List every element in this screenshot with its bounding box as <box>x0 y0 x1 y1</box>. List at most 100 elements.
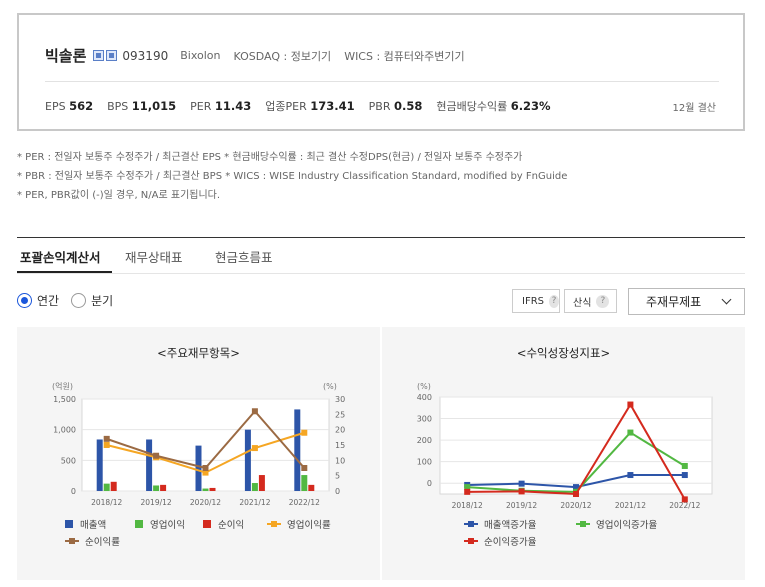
indicator-pbr: PBR 0.58 <box>368 99 423 113</box>
y-axis-unit: (%) <box>417 382 431 391</box>
growth-indicators-legend: 매출액증가율 영업이익증가율 순이익증가율 <box>464 517 744 557</box>
point-순이익률 <box>202 465 209 471</box>
indicator-bps: BPS 11,015 <box>107 99 177 113</box>
stock-code: 093190 <box>122 48 169 63</box>
y-tick-label: 0 <box>427 479 432 488</box>
legend-item: 영업이익증가율 <box>576 517 657 531</box>
company-info-icon[interactable] <box>93 50 105 61</box>
bar-순이익 <box>209 487 216 491</box>
radio-quarterly[interactable] <box>71 293 87 308</box>
statement-type-select[interactable]: 주재무제표 <box>628 288 745 315</box>
right-tick-label: 5 <box>335 472 340 481</box>
bar-매출액 <box>195 445 202 491</box>
point-매출액증가율 <box>573 484 579 491</box>
left-tick-label: 1,500 <box>53 395 76 404</box>
point-순이익증가율 <box>627 401 634 408</box>
legend-item: 매출액 <box>65 517 106 531</box>
x-tick-label: 2022/12 <box>289 498 320 507</box>
indicator-per: PER 11.43 <box>190 99 252 113</box>
legend-label: 순이익증가율 <box>484 537 537 548</box>
ifrs-help-icon[interactable]: ? <box>549 294 559 308</box>
left-tick-label: 1,000 <box>53 426 76 435</box>
tab-balance-sheet[interactable]: 재무상태표 <box>125 250 183 265</box>
radio-quarterly-label[interactable]: 분기 <box>91 294 114 308</box>
settlement-month: 12월 결산 <box>672 103 716 114</box>
company-name: 빅솔론 <box>45 47 87 65</box>
left-axis-unit: (억원) <box>52 381 73 391</box>
x-tick-label: 2018/12 <box>91 498 122 507</box>
formula-label: 산식 <box>573 297 592 309</box>
point-순이익률 <box>153 452 160 459</box>
point-매출액증가율 <box>518 480 525 487</box>
point-영업이익증가율 <box>681 462 688 469</box>
statement-type-value: 주재무제표 <box>646 295 702 309</box>
tab-income-statement[interactable]: 포괄손익계산서 <box>20 250 101 265</box>
y-tick-label: 300 <box>417 415 432 424</box>
company-report-icon[interactable] <box>106 50 118 61</box>
bar-매출액 <box>244 429 251 491</box>
tabs-bottom-border <box>17 273 745 274</box>
indicator-sector-per: 업종PER 173.41 <box>265 99 355 113</box>
main-financials-title: <주요재무항목> <box>157 346 240 360</box>
right-tick-label: 10 <box>335 456 345 465</box>
point-영업이익률 <box>301 429 308 436</box>
point-영업이익증가율 <box>464 484 471 491</box>
bar-영업이익 <box>251 483 258 491</box>
legend-swatch <box>464 538 478 544</box>
card-divider <box>45 81 719 82</box>
y-tick-label: 200 <box>417 436 432 445</box>
radio-annual-label[interactable]: 연간 <box>37 294 60 308</box>
legend-swatch <box>267 521 281 527</box>
legend-item: 순이익 <box>203 517 244 531</box>
period-radio-group: 연간 분기 <box>17 292 125 309</box>
legend-swatch <box>65 520 73 528</box>
right-tick-label: 25 <box>335 410 345 419</box>
point-순이익증가율 <box>573 491 579 497</box>
ifrs-button[interactable]: IFRS ? <box>512 289 560 313</box>
x-tick-label: 2020/12 <box>190 498 221 507</box>
tab-cash-flow[interactable]: 현금흐름표 <box>215 250 273 265</box>
market-sector: KOSDAQ : 정보기기 <box>233 49 332 63</box>
legend-swatch <box>576 521 590 527</box>
legend-item: 영업이익률 <box>267 517 331 531</box>
legend-swatch <box>203 520 211 528</box>
legend-swatch <box>65 538 79 544</box>
growth-indicators-title: <수익성장성지표> <box>516 346 611 360</box>
x-tick-label: 2019/12 <box>506 501 537 510</box>
point-영업이익률 <box>103 442 110 448</box>
bar-영업이익 <box>202 488 209 491</box>
note-line: * PBR : 전일자 보통주 수정주가 / 최근결산 BPS * WICS :… <box>17 171 568 182</box>
active-tab-indicator <box>17 271 112 273</box>
formula-button[interactable]: 산식 ? <box>564 289 617 313</box>
bar-매출액 <box>96 439 103 491</box>
company-english-name: Bixolon <box>180 49 221 62</box>
point-순이익증가율 <box>464 488 471 495</box>
legend-label: 영업이익률 <box>287 520 331 531</box>
point-순이익률 <box>251 408 258 415</box>
right-tick-label: 30 <box>335 395 345 404</box>
note-line: * PER : 전일자 보통주 수정주가 / 최근결산 EPS * 현금배당수익… <box>17 152 523 163</box>
legend-swatch <box>464 521 478 527</box>
note-line: * PER, PBR값이 (-)일 경우, N/A로 표기됩니다. <box>17 190 221 201</box>
legend-item: 순이익증가율 <box>464 534 536 548</box>
point-순이익률 <box>103 435 110 442</box>
plot-area <box>439 396 713 495</box>
legend-item: 순이익률 <box>65 534 120 548</box>
footnotes: * PER : 전일자 보통주 수정주가 / 최근결산 EPS * 현금배당수익… <box>17 148 567 205</box>
main-financials-panel: <주요재무항목> 0 500 1,000 1,500 0 5 10 15 20 25 30 (억원) (… <box>17 327 380 580</box>
radio-annual[interactable] <box>17 293 32 308</box>
tabs-top-border <box>17 237 745 238</box>
growth-indicators-panel: <수익성장성지표> 0 100 200 300 400 (%) 2018/12 2019/12… <box>382 327 745 580</box>
point-순이익률 <box>301 465 308 471</box>
company-summary-card: 빅솔론 093190 Bixolon KOSDAQ : 정보기기 WICS : … <box>17 13 745 131</box>
bar-영업이익 <box>153 485 160 491</box>
point-영업이익률 <box>202 469 209 476</box>
formula-help-icon[interactable]: ? <box>596 294 610 308</box>
right-tick-label: 20 <box>335 426 345 435</box>
legend-item: 영업이익 <box>135 517 185 531</box>
legend-label: 순이익률 <box>85 537 120 548</box>
point-영업이익률 <box>251 445 258 452</box>
indicator-row: EPS 562 BPS 11,015 PER 11.43 업종PER 173.4… <box>45 98 565 114</box>
chevron-down-icon <box>721 294 732 305</box>
legend-swatch <box>135 520 143 528</box>
